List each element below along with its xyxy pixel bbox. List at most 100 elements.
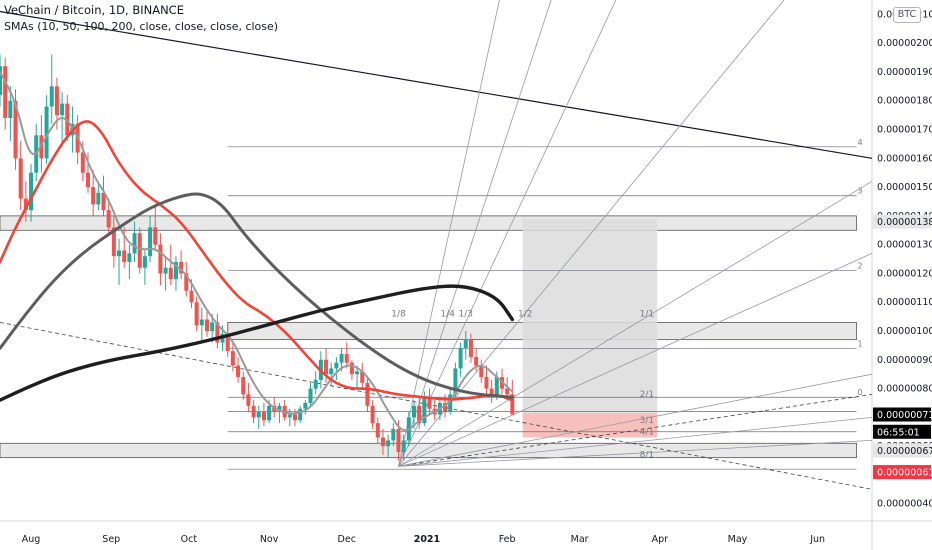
x-tick-label-1: Sep (102, 534, 120, 545)
candle-body-31 (158, 244, 163, 274)
candle-body-18 (91, 187, 96, 205)
candle-body-2 (8, 100, 13, 119)
candle-body-50 (256, 411, 261, 418)
level-label-2: 2 (857, 262, 862, 271)
candle-body-60 (308, 388, 313, 403)
candle-body-89 (458, 348, 463, 369)
candle-body-0 (0, 66, 2, 95)
trendline-1 (0, 321, 873, 490)
indicator-legend[interactable]: SMAs (10, 50, 100, 200, close, close, cl… (4, 20, 279, 33)
y-tick-label-16: 0.00000200 (877, 38, 932, 49)
gann-fan-label-1: 1/4 (440, 310, 455, 320)
candle-body-83 (427, 397, 432, 409)
chart-title: VeChain / Bitcoin, 1D, BINANCE (4, 3, 184, 17)
candle-body-72 (370, 405, 375, 424)
candle-body-34 (173, 261, 178, 280)
candle-body-75 (386, 440, 391, 447)
candle-body-74 (380, 437, 385, 447)
candle-body-37 (189, 290, 194, 303)
candle-body-40 (205, 319, 210, 332)
candle-body-91 (468, 339, 473, 357)
price-tag-0: 0.00000138 (877, 217, 932, 228)
price-tag-2: 06:55:01 (877, 427, 920, 438)
candle-body-45 (230, 351, 235, 366)
level-label-1: 3 (857, 187, 862, 196)
candle-body-44 (225, 333, 230, 352)
x-tick-label-3: Nov (260, 534, 279, 545)
gann-fan-label-3: 1/2 (518, 310, 532, 320)
currency-badge[interactable]: BTC (893, 7, 921, 23)
y-tick-label-14: 0.00000180 (877, 96, 932, 107)
candle-body-92 (474, 356, 479, 366)
candle-body-93 (479, 365, 484, 378)
level-label-3: 1 (857, 339, 862, 348)
trendline-2 (398, 393, 873, 467)
x-tick-label-10: Jun (809, 534, 825, 545)
candle-body-5 (23, 198, 28, 211)
candle-body-80 (412, 405, 417, 418)
gann-fan-label-7: 4/1 (640, 428, 654, 438)
candle-body-52 (267, 405, 272, 421)
candle-body-26 (132, 233, 137, 254)
gann-fan-label-4: 1/1 (640, 310, 654, 320)
candle-body-16 (80, 152, 85, 173)
candle-body-77 (396, 428, 401, 452)
candle-body-11 (54, 86, 59, 116)
y-tick-label-0: 0.00000040 (877, 499, 932, 510)
x-tick-label-5: 2021 (414, 534, 440, 545)
gann-fan-ray-6 (398, 373, 873, 467)
gann-fan-ray-7 (398, 416, 873, 467)
price-tag-bg-3 (873, 443, 931, 458)
candle-body-27 (137, 233, 142, 268)
candle-body-76 (391, 428, 396, 441)
x-tick-label-0: Aug (22, 534, 41, 545)
candle-body-87 (448, 394, 453, 412)
moving-average-3 (0, 284, 515, 402)
candle-body-98 (505, 388, 510, 395)
gann-fan-ray-1 (398, 0, 552, 467)
candle-body-57 (292, 414, 297, 421)
y-tick-label-5: 0.00000090 (877, 355, 932, 366)
candle-body-32 (163, 267, 168, 274)
candle-body-64 (329, 368, 334, 375)
y-tick-label-15: 0.00000190 (877, 67, 932, 78)
candle-body-95 (489, 388, 494, 398)
gann-fan-label-2: 1/3 (459, 310, 473, 320)
candle-body-20 (101, 192, 106, 211)
candle-body-96 (494, 377, 499, 398)
candle-body-17 (85, 172, 90, 188)
candle-body-25 (127, 253, 132, 262)
gann-fan-ray-2 (398, 0, 617, 467)
y-tick-label-13: 0.00000170 (877, 125, 932, 136)
x-tick-label-2: Oct (181, 534, 198, 545)
x-tick-label-6: Feb (499, 534, 516, 545)
candle-body-63 (324, 359, 329, 375)
position-stop-area (522, 413, 658, 438)
y-tick-label-11: 0.00000150 (877, 182, 932, 193)
price-tag-1: 0.00000071 (877, 410, 932, 421)
price-tag-4: 0.00000061 (877, 468, 932, 479)
candle-body-1 (3, 66, 8, 119)
x-tick-label-4: Dec (338, 534, 356, 545)
candle-body-65 (334, 362, 339, 369)
candle-body-23 (117, 250, 122, 257)
candle-body-9 (44, 106, 49, 159)
candle-body-54 (277, 405, 282, 412)
candle-body-51 (261, 411, 266, 421)
candle-body-56 (287, 414, 292, 418)
gann-fan-ray-4 (398, 180, 873, 467)
candle-body-69 (355, 371, 360, 375)
candle-body-73 (375, 423, 380, 438)
price-tag-3: 0.00000067 (877, 446, 932, 457)
gann-fan-label-6: 3/1 (640, 416, 654, 426)
candle-body-30 (153, 227, 158, 245)
candle-body-47 (241, 377, 246, 395)
candle-body-10 (49, 86, 54, 107)
price-tag-bg-1 (873, 407, 931, 422)
candle-body-19 (96, 192, 101, 205)
candle-body-3 (13, 100, 18, 159)
candle-body-29 (148, 227, 153, 257)
candle-body-94 (484, 377, 489, 389)
candle-body-70 (360, 371, 365, 383)
